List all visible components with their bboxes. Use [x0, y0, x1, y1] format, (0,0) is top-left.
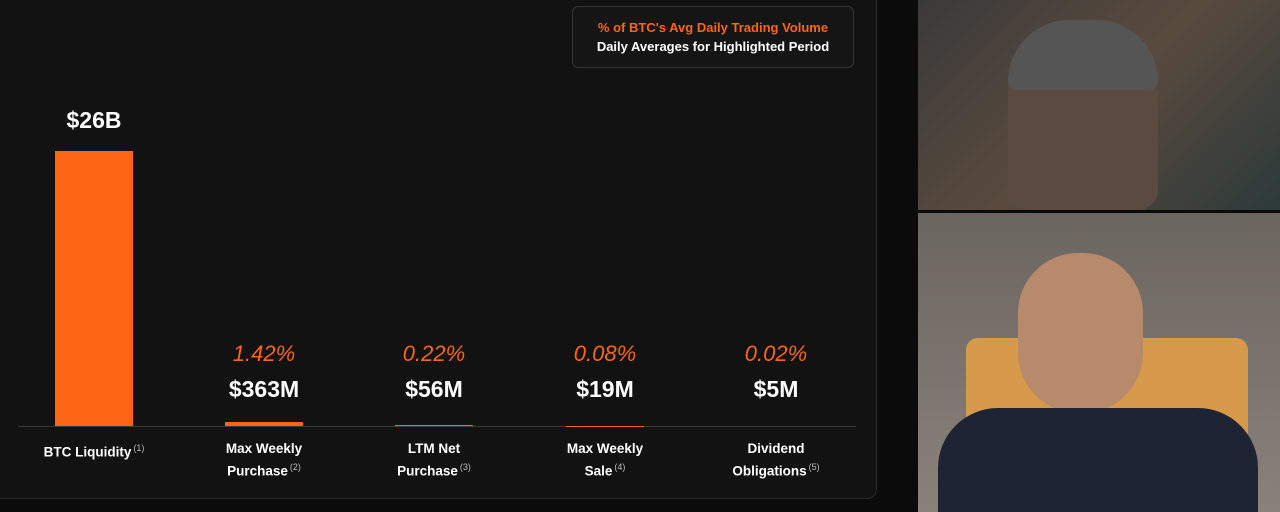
- x-tick-label: Max Weekly Sale (4): [550, 439, 660, 481]
- video-feed[interactable]: [918, 0, 1280, 210]
- footnote: (5): [808, 462, 820, 472]
- legend-subtitle: Daily Averages for Highlighted Period: [596, 39, 830, 54]
- suit: [938, 408, 1258, 512]
- bar: [55, 151, 133, 426]
- x-tick-label: LTM Net Purchase (3): [379, 439, 489, 481]
- x-tick-label: BTC Liquidity (1): [39, 439, 149, 462]
- value-label: $26B: [66, 107, 122, 133]
- pct-label: 0.02%: [744, 341, 808, 366]
- chart-panel: % of BTC's Avg Daily Trading Volume Dail…: [0, 0, 877, 499]
- value-label: $56M: [405, 376, 463, 402]
- value-label: $363M: [228, 376, 300, 402]
- value-label: $19M: [576, 376, 634, 402]
- video-feed[interactable]: [918, 213, 1280, 512]
- baseline: [18, 426, 856, 427]
- category: Dividend Obligations: [732, 441, 807, 479]
- cap: [1008, 20, 1158, 90]
- category: BTC Liquidity: [43, 444, 132, 460]
- footnote: (3): [459, 462, 471, 472]
- category: Max Weekly Purchase: [225, 441, 303, 479]
- pct-label: 0.08%: [573, 341, 637, 366]
- footnote: (4): [614, 462, 626, 472]
- category: LTM Net Purchase: [397, 441, 461, 479]
- pct-label: 0.22%: [402, 341, 466, 366]
- footnote: (1): [133, 443, 145, 453]
- pct-label: 1.42%: [232, 341, 296, 366]
- person: [1018, 253, 1143, 413]
- x-tick-label: Max Weekly Purchase (2): [209, 439, 319, 481]
- category: Max Weekly Sale: [566, 441, 644, 479]
- bar: [225, 422, 303, 426]
- value-label: $5M: [753, 376, 799, 402]
- footnote: (2): [289, 462, 301, 472]
- x-tick-label: Dividend Obligations (5): [721, 439, 831, 481]
- legend: % of BTC's Avg Daily Trading Volume Dail…: [572, 6, 854, 68]
- bar: [395, 425, 473, 426]
- legend-title: % of BTC's Avg Daily Trading Volume: [597, 20, 829, 35]
